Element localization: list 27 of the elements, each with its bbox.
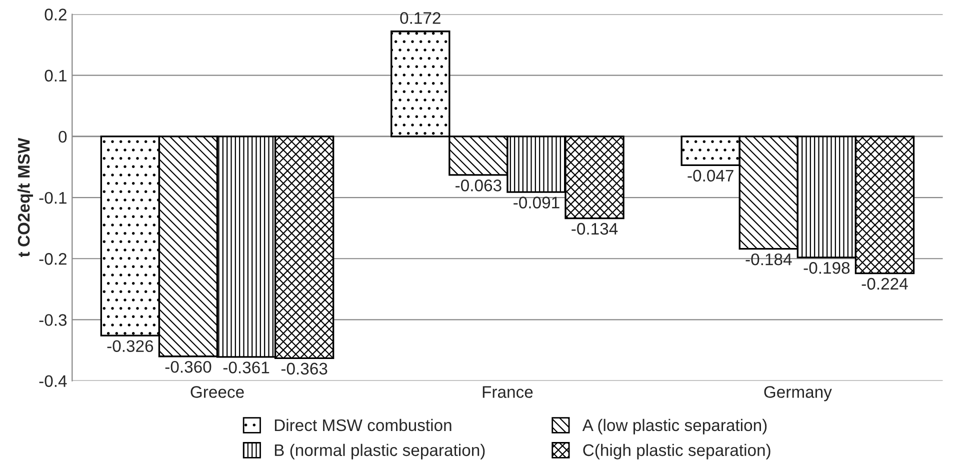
- x-tick-label: Greece: [190, 386, 244, 398]
- y-tick-label: 0: [58, 130, 67, 143]
- legend-label: Direct MSW combustion: [274, 418, 452, 432]
- data-label: -0.224: [862, 278, 908, 290]
- data-label: 0.172: [400, 12, 440, 24]
- legend-label: A (low plastic separation): [582, 418, 767, 434]
- y-tick-label: 0.1: [44, 70, 66, 82]
- data-label: -0.047: [688, 170, 734, 182]
- data-label: -0.184: [746, 253, 792, 266]
- data-label: -0.063: [456, 180, 502, 192]
- data-label: -0.198: [804, 262, 850, 274]
- data-label: -0.091: [514, 196, 560, 208]
- y-axis-title: t CO2eq/t MSW: [17, 138, 34, 258]
- legend-label: C(high plastic separation): [583, 444, 770, 460]
- data-label: -0.134: [572, 222, 618, 235]
- data-label: -0.326: [107, 340, 154, 352]
- y-tick-label: -0.1: [39, 192, 66, 204]
- y-tick-label: 0.2: [44, 8, 66, 20]
- y-tick-label: -0.3: [39, 314, 67, 326]
- legend-label: B (normal plastic separation): [274, 444, 485, 460]
- y-tick-label: -0.4: [39, 375, 67, 388]
- x-tick-label: Germany: [764, 386, 832, 402]
- y-tick-label: -0.2: [39, 253, 66, 265]
- x-tick-label: France: [482, 386, 533, 398]
- data-label: -0.363: [281, 362, 328, 375]
- data-label: -0.361: [223, 362, 270, 374]
- data-label: -0.360: [165, 360, 212, 373]
